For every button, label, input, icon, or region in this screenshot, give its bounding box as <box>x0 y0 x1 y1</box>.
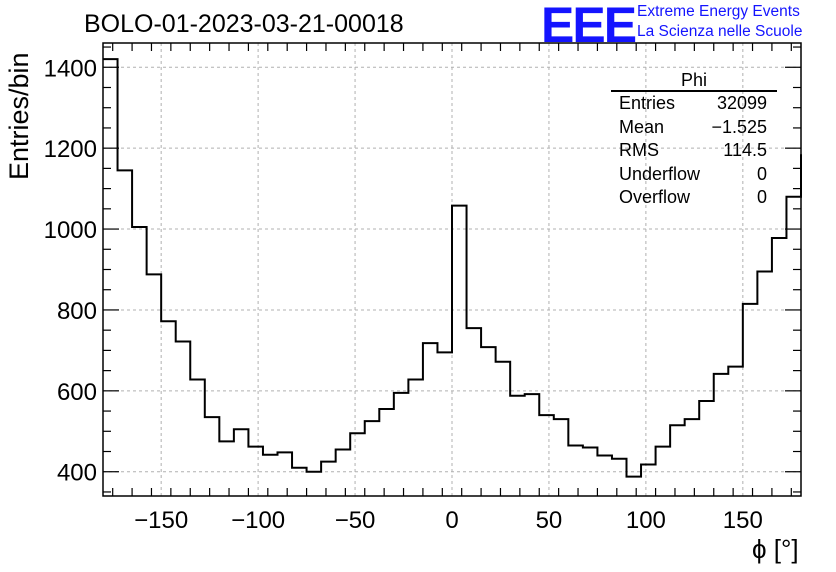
y-tick-label: 1000 <box>44 217 97 244</box>
x-axis-label: ϕ [°] <box>752 534 799 564</box>
axis-ticks <box>103 43 801 496</box>
x-tick-label: −50 <box>335 507 376 534</box>
stats-value: 114.5 <box>723 140 767 160</box>
stats-label: Underflow <box>619 163 701 184</box>
stats-value: 32099 <box>716 93 767 113</box>
stats-row-overflow: Overflow 0 <box>611 186 777 210</box>
eee-logo: EEE <box>541 0 637 53</box>
x-tick-label: 50 <box>536 507 563 534</box>
stats-value: 0 <box>756 163 767 184</box>
stats-row-mean: Mean −1.525 <box>611 116 777 140</box>
stats-label: RMS <box>619 140 659 160</box>
x-tick-labels: −150 −100 −50 0 50 100 150 <box>134 507 763 534</box>
y-tick-label: 1400 <box>44 55 97 82</box>
y-tick-labels: 400 600 800 1000 1200 1400 <box>44 55 97 486</box>
y-axis-label: Entries/bin <box>4 52 34 180</box>
y-tick-label: 1200 <box>44 136 97 163</box>
x-tick-label: 150 <box>723 507 763 534</box>
stats-title: Phi <box>611 70 777 92</box>
logo-line-2: La Scienza nelle Scuole <box>637 23 803 40</box>
stats-label: Mean <box>619 116 665 137</box>
y-tick-label: 800 <box>57 298 97 325</box>
x-tick-label: 100 <box>626 507 666 534</box>
y-tick-label: 400 <box>57 460 97 487</box>
histogram-series <box>103 58 802 478</box>
logo-line-1: Extreme Energy Events <box>637 3 800 20</box>
x-tick-label: −100 <box>231 507 285 534</box>
stats-row-underflow: Underflow 0 <box>611 163 777 187</box>
x-tick-label: 0 <box>445 507 458 534</box>
stats-row-rms: RMS 114.5 <box>611 139 777 163</box>
stats-value: 0 <box>756 187 767 207</box>
x-tick-label: −150 <box>134 507 188 534</box>
chart-title: BOLO-01-2023-03-21-00018 <box>84 10 404 38</box>
stats-box: Phi Entries 32099 Mean −1.525 RMS 114.5 … <box>611 70 777 210</box>
stats-label: Entries <box>619 93 676 113</box>
stats-value: −1.525 <box>711 116 767 137</box>
logo-caption: Extreme Energy Events La Scienza nelle S… <box>637 2 802 42</box>
stats-row-entries: Entries 32099 <box>611 92 777 116</box>
stats-label: Overflow <box>619 187 691 207</box>
y-tick-label: 600 <box>57 379 97 406</box>
